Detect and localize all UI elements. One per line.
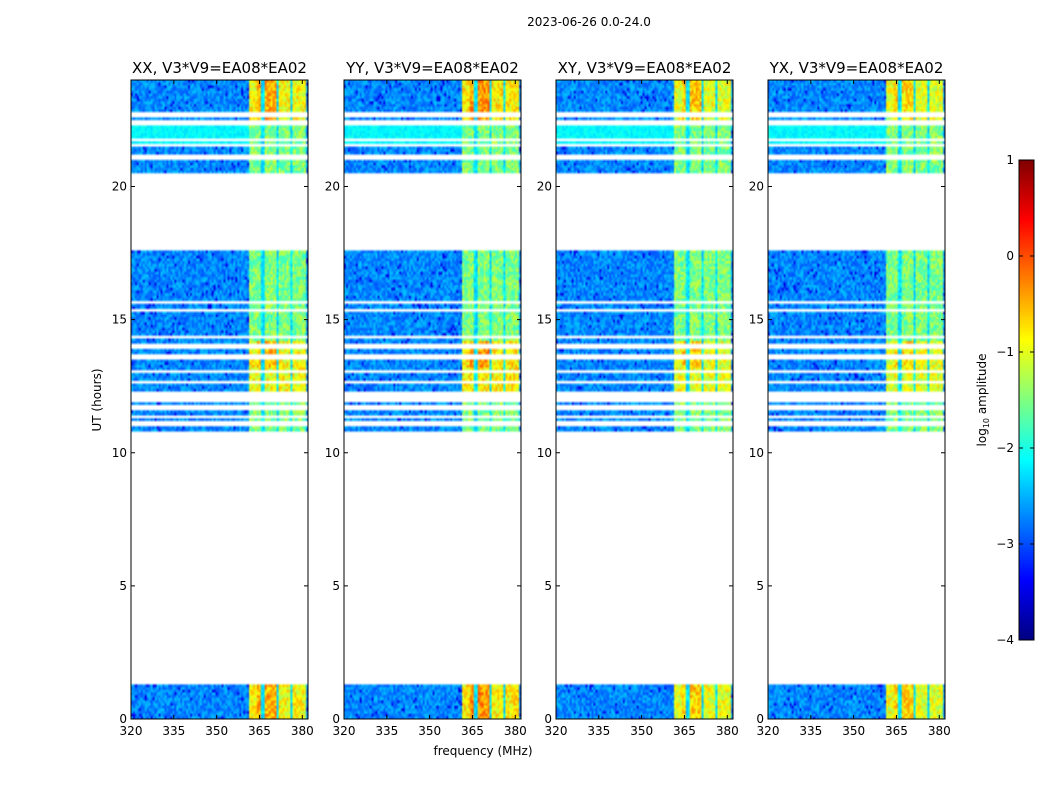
colorbar-gradient [1018, 159, 1035, 641]
panel-2-heatmap [344, 80, 521, 719]
x-tick-label: 365 [885, 724, 908, 738]
x-tick-label: 320 [120, 724, 143, 738]
panel-4-heatmap [768, 80, 945, 719]
x-tick-label: 380 [928, 724, 951, 738]
x-tick-label: 335 [375, 724, 398, 738]
figure-suptitle: 2023-06-26 0.0-24.0 [527, 15, 651, 29]
y-tick-label: 15 [749, 313, 764, 327]
panel-4-title: YX, V3*V9=EA08*EA02 [769, 59, 944, 77]
y-tick-label: 15 [537, 313, 552, 327]
x-tick-label: 380 [716, 724, 739, 738]
panel-2: YY, V3*V9=EA08*EA02 320 335 350 365 380 0 5 10 15… [325, 59, 527, 738]
x-tick-label: 380 [504, 724, 527, 738]
panel-2-title: YY, V3*V9=EA08*EA02 [345, 59, 519, 77]
x-axis-label: frequency (MHz) [433, 744, 532, 758]
y-tick-label: 5 [332, 579, 340, 593]
panel-1-frame [130, 79, 309, 720]
panel-2-frame [343, 79, 522, 720]
panel-3-title: XY, V3*V9=EA08*EA02 [558, 59, 732, 77]
colorbar: 1 0 −1 −2 −3 −4 log10 amplitude [975, 153, 1035, 647]
y-axis-label: UT (hours) [90, 368, 104, 431]
x-tick-label: 320 [757, 724, 780, 738]
x-tick-label: 350 [205, 724, 228, 738]
colorbar-ticks: 1 0 −1 −2 −3 −4 [996, 153, 1034, 647]
panel-1-title: XX, V3*V9=EA08*EA02 [132, 59, 307, 77]
colorbar-tick-label: −3 [996, 537, 1014, 551]
colorbar-tick-label: 1 [1006, 153, 1014, 167]
colorbar-tick-label: −2 [996, 441, 1014, 455]
y-tick-label: 10 [537, 446, 552, 460]
y-tick-label: 0 [544, 712, 552, 726]
x-tick-label: 350 [630, 724, 653, 738]
y-tick-label: 20 [537, 180, 552, 194]
y-tick-label: 15 [112, 313, 127, 327]
y-tick-label: 0 [119, 712, 127, 726]
panel-3-heatmap [556, 80, 733, 719]
x-tick-label: 365 [248, 724, 271, 738]
panel-1: XX, V3*V9=EA08*EA02 320 335 350 365 380 0 5 10 15… [112, 59, 314, 738]
y-tick-label: 10 [749, 446, 764, 460]
x-tick-label: 335 [162, 724, 185, 738]
y-tick-label: 20 [749, 180, 764, 194]
colorbar-tick-label: 0 [1006, 249, 1014, 263]
x-tick-label: 380 [291, 724, 314, 738]
y-tick-label: 20 [325, 180, 340, 194]
x-tick-label: 350 [842, 724, 865, 738]
y-tick-label: 5 [544, 579, 552, 593]
y-tick-label: 10 [112, 446, 127, 460]
y-tick-label: 0 [756, 712, 764, 726]
y-tick-label: 10 [325, 446, 340, 460]
panel-4-frame [767, 79, 946, 720]
colorbar-tick-label: −4 [996, 633, 1014, 647]
x-tick-label: 335 [587, 724, 610, 738]
colorbar-label: log10 amplitude [975, 354, 991, 447]
colorbar-tick-label: −1 [996, 345, 1014, 359]
y-tick-label: 15 [325, 313, 340, 327]
x-tick-label: 365 [673, 724, 696, 738]
panel-3: XY, V3*V9=EA08*EA02 320 335 350 365 380 0 5 10 15… [537, 59, 739, 738]
y-tick-label: 20 [112, 180, 127, 194]
panels: XX, V3*V9=EA08*EA02 320 335 350 365 380 0 5 10 15… [112, 59, 951, 738]
panel-3-frame [555, 79, 734, 720]
y-tick-label: 5 [756, 579, 764, 593]
x-tick-label: 320 [545, 724, 568, 738]
x-tick-label: 350 [418, 724, 441, 738]
x-tick-label: 335 [799, 724, 822, 738]
y-tick-label: 0 [332, 712, 340, 726]
panel-4: YX, V3*V9=EA08*EA02 320 335 350 365 380 0 5 10 15… [749, 59, 951, 738]
x-tick-label: 365 [461, 724, 484, 738]
y-tick-label: 5 [119, 579, 127, 593]
panel-1-heatmap [131, 80, 308, 719]
x-tick-label: 320 [333, 724, 356, 738]
